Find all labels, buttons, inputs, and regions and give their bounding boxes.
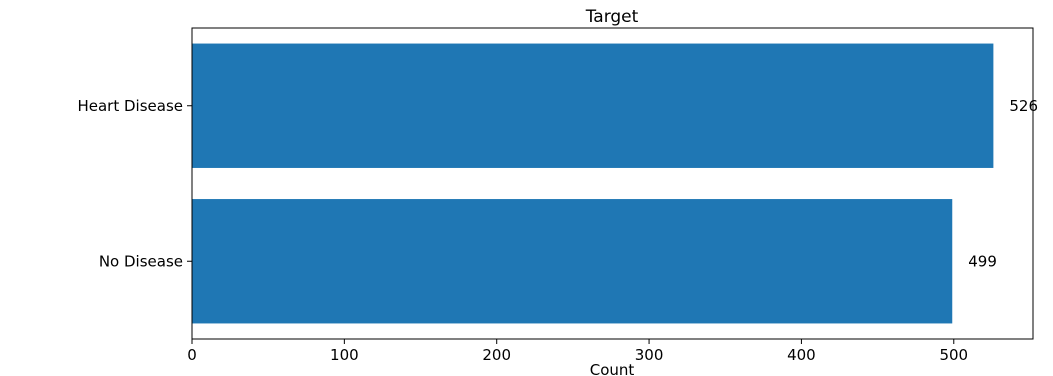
y-tick-label: Heart Disease [77,97,183,115]
x-tick-label: 100 [330,346,359,364]
bar [192,199,953,324]
x-tick-label: 400 [787,346,816,364]
bar [192,43,994,168]
x-tick-label: 200 [482,346,511,364]
bar-value-label: 499 [968,252,997,270]
bars-layer [192,43,994,324]
labels-layer: 526 499 [968,97,1038,271]
x-tick-label: 300 [635,346,664,364]
x-tick-label: 0 [187,346,197,364]
x-tick-label: 500 [939,346,968,364]
plot-frame [191,27,1034,340]
x-axis-label: Count [590,361,635,376]
axes-layer: Heart Disease No Disease 0 100 200 300 400 500 [77,27,1034,364]
bar-value-label: 526 [1009,97,1038,115]
chart-title: Target [585,7,639,27]
y-tick-label: No Disease [99,252,183,270]
